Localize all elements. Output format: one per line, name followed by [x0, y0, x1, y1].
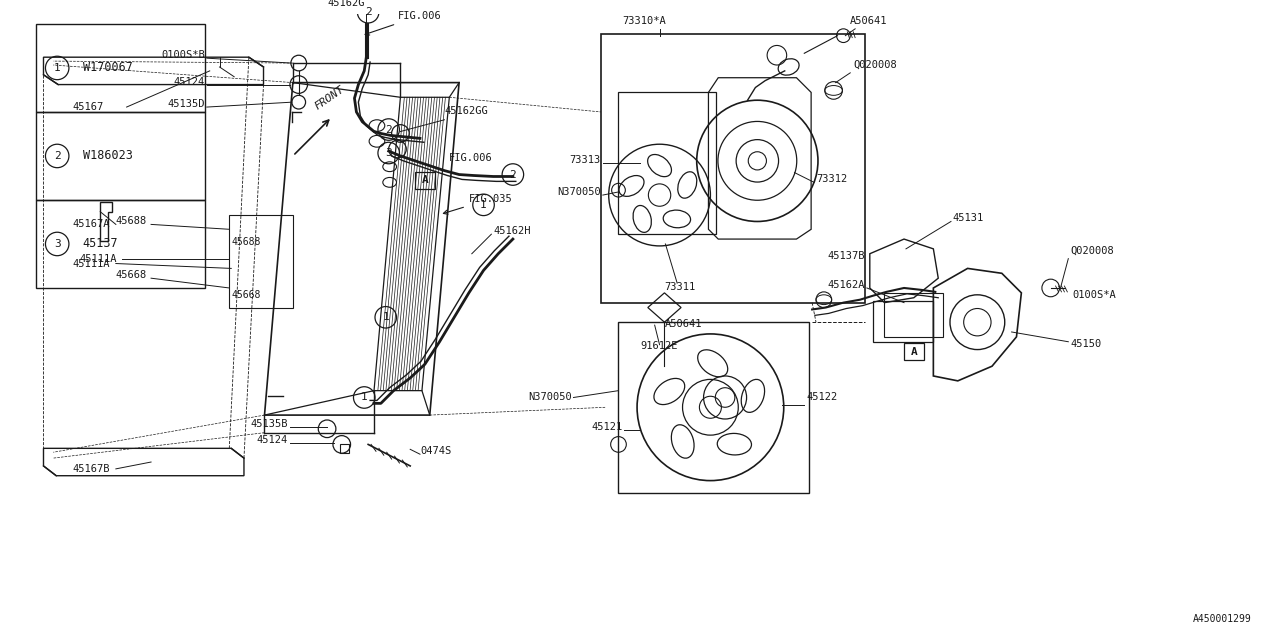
Text: W186023: W186023 [83, 150, 133, 163]
Text: FRONT: FRONT [312, 84, 346, 112]
Text: 3: 3 [54, 239, 60, 249]
Text: 2: 2 [385, 125, 392, 134]
Text: N370050: N370050 [557, 187, 600, 197]
Text: 1: 1 [361, 392, 367, 403]
Text: FIG.006: FIG.006 [365, 11, 442, 35]
Bar [884, 293, 943, 337]
Bar [36, 112, 205, 200]
Text: 45162H: 45162H [493, 226, 531, 236]
Text: 45137: 45137 [83, 237, 118, 250]
Text: 73312: 73312 [817, 174, 847, 184]
Text: 1: 1 [383, 312, 389, 323]
Bar [618, 322, 809, 493]
Text: A: A [421, 175, 429, 186]
Bar [873, 301, 933, 342]
Bar [36, 24, 205, 112]
Bar [600, 34, 865, 303]
Text: 45668: 45668 [232, 290, 261, 300]
Text: Q020008: Q020008 [1070, 246, 1114, 256]
Text: 45111A: 45111A [79, 253, 116, 264]
Text: W170067: W170067 [83, 61, 133, 74]
Bar [229, 214, 293, 308]
Text: 45131: 45131 [952, 214, 984, 223]
Text: 45122: 45122 [806, 392, 837, 403]
Bar [339, 444, 348, 453]
Text: 45162GG: 45162GG [444, 106, 488, 116]
Text: 45162G: 45162G [328, 0, 365, 8]
Text: 1: 1 [480, 200, 486, 210]
Text: 45167B: 45167B [73, 464, 110, 474]
Text: 0100S*B: 0100S*B [161, 50, 205, 60]
Text: 0474S: 0474S [420, 446, 452, 456]
Text: A450001299: A450001299 [1193, 614, 1251, 625]
Text: FIG.035: FIG.035 [443, 194, 512, 214]
Bar [415, 172, 435, 189]
Text: 2: 2 [509, 170, 516, 180]
Text: 73313: 73313 [570, 155, 600, 164]
Text: 73310*A: 73310*A [622, 16, 666, 26]
Text: 45121: 45121 [591, 422, 622, 432]
Text: 1: 1 [54, 63, 60, 73]
Text: 45150: 45150 [1070, 339, 1102, 349]
Text: 45135B: 45135B [251, 419, 288, 429]
Text: 0100S*A: 0100S*A [1073, 290, 1116, 300]
Text: 45167A: 45167A [73, 220, 110, 229]
Text: A: A [910, 346, 918, 356]
Bar [904, 343, 924, 360]
Text: 45135D: 45135D [168, 99, 205, 109]
Text: 3: 3 [385, 148, 392, 158]
Bar [36, 200, 205, 288]
Text: A50641: A50641 [850, 16, 888, 26]
Text: N370050: N370050 [527, 392, 572, 403]
Text: 2: 2 [54, 151, 60, 161]
Text: Q020008: Q020008 [854, 60, 897, 70]
Text: 45111A: 45111A [73, 259, 110, 269]
Text: 45167: 45167 [73, 102, 104, 112]
Text: 45137B: 45137B [827, 251, 865, 260]
Text: A50641: A50641 [664, 319, 701, 329]
Text: FIG.006: FIG.006 [449, 153, 493, 163]
Text: 45124: 45124 [257, 435, 288, 445]
Text: 73311: 73311 [664, 282, 696, 292]
Text: 45668: 45668 [116, 270, 147, 280]
Text: 45688: 45688 [116, 216, 147, 227]
Text: 45688: 45688 [232, 237, 261, 247]
Text: 2: 2 [365, 7, 371, 17]
Text: 91612E: 91612E [640, 340, 677, 351]
Text: 45124: 45124 [174, 77, 205, 86]
Text: 45162A: 45162A [827, 280, 865, 290]
